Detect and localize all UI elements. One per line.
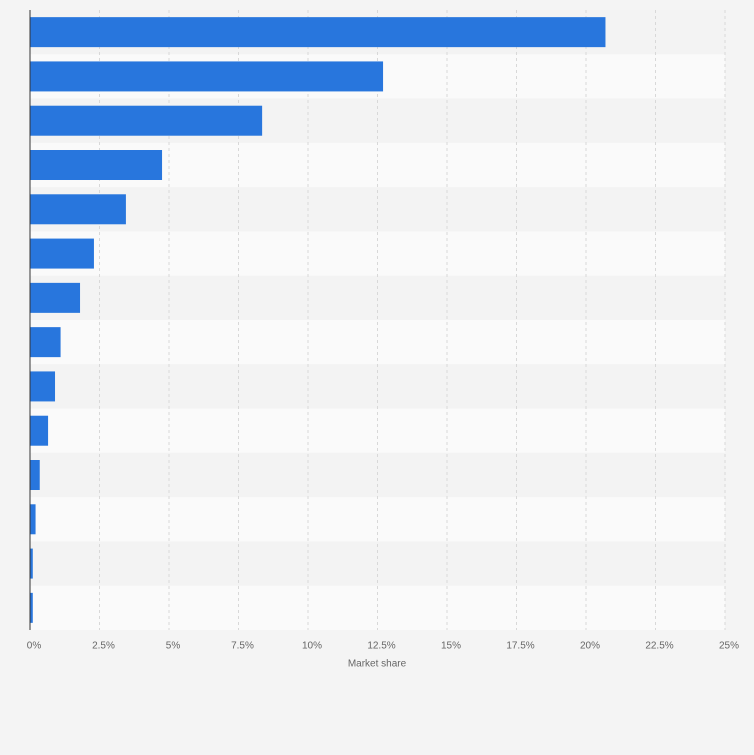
x-tick-label: 15% [441,641,461,652]
bar [30,327,61,358]
x-tick-label: 22.5% [645,641,673,652]
x-axis-label: Market share [348,659,407,670]
bar [30,282,81,313]
x-tick-label: 20% [580,641,600,652]
bar [30,504,36,535]
bar [30,150,163,180]
bar [30,194,126,225]
x-tick-label: 7.5% [231,641,254,652]
x-tick-label: 10% [302,641,322,652]
x-tick-label: 0% [27,641,42,652]
bar [30,238,94,269]
x-tick-label: 5% [166,641,181,652]
bar [30,415,49,446]
bar [30,105,263,136]
bar [30,61,384,92]
bar [30,592,33,623]
x-tick-label: 25% [719,641,739,652]
bar [30,460,40,490]
bar [30,548,33,579]
x-tick-label: 12.5% [367,641,395,652]
x-tick-label: 17.5% [506,641,534,652]
bar [30,371,56,402]
x-tick-label: 2.5% [92,641,115,652]
bar [30,17,606,48]
